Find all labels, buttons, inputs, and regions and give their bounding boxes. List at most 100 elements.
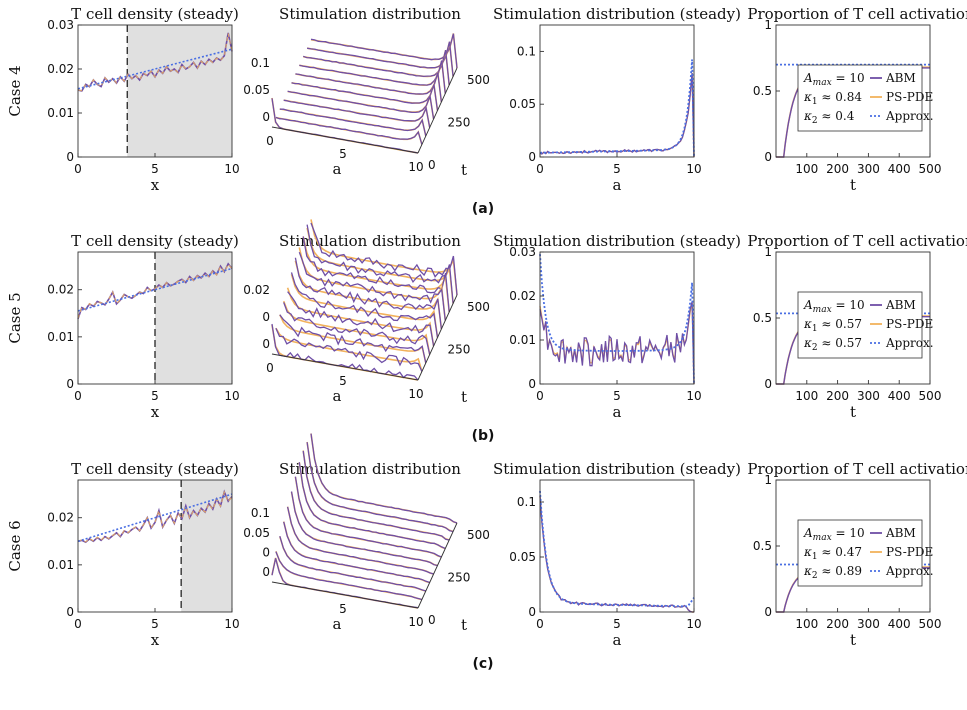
abm-slice [302,236,450,313]
density-ytick-label: 0.02 [47,62,74,76]
stim3d-xlabel: a [333,160,342,178]
abm-slice [298,251,446,321]
approx-density-line [77,267,233,312]
panel-row-2: Case 5 (b) T cell density (steady) 0 0.01 0.0… [6,219,967,444]
proportion-title: Proportion of T cell activation [747,5,967,23]
density-xtick-label: 0 [74,162,82,176]
case-label: Case 5 [6,292,24,343]
pspde-slice [279,314,427,364]
steady-ytick-label: 0.03 [509,245,536,259]
abm-slice [302,450,450,541]
legend-param-k2: κ2 ≈ 0.4 [803,109,855,126]
density-xtick-label: 10 [224,162,239,176]
legend-label: Approx. [885,336,934,350]
density-xtick-label: 10 [224,389,239,403]
abm-slice [279,536,426,592]
stim3d-t-axis [417,294,458,381]
subfigure-label: (c) [472,656,493,672]
density-title: T cell density (steady) [71,5,239,23]
pspde-slice [279,536,426,592]
density-xtick-label: 5 [151,389,159,403]
stim3d-ztick-label: 0 [262,310,270,324]
steady-xlabel: a [613,403,622,421]
pspde-steady-line [539,496,694,613]
proportion-ytick-label: 1 [764,245,772,259]
proportion-xtick-label: 500 [919,162,942,176]
steady-xlabel: a [613,631,622,649]
density-title: T cell density (steady) [71,232,239,250]
steady-xtick-label: 0 [536,617,544,631]
stim3d-ttick-label: 500 [467,528,490,542]
stim3d-ztick-label: 0.05 [243,83,270,97]
approx-steady-line [539,254,695,385]
stim3d-ttick-label: 0 [428,158,436,172]
steady-xtick-label: 0 [536,162,544,176]
activation-region [181,480,232,612]
stim3d-a-axis [271,353,419,381]
legend-param-amax: Amax = 10 [803,298,865,315]
density-panel: T cell density (steady) 0 0.01 0.02 0 5 10 x [47,460,239,649]
proportion-xtick-label: 200 [826,389,849,403]
density-xtick-label: 0 [74,617,82,631]
legend-label: PS-PDE [886,545,933,559]
abm-slice [294,257,443,330]
proportion-xlabel: t [850,631,856,649]
density-ytick-label: 0 [66,377,74,391]
abm-slice [290,491,438,567]
activation-region [127,25,232,157]
proportion-title: Proportion of T cell activation [747,232,967,250]
abm-slice [283,99,431,128]
approx-steady-line [539,59,695,158]
density-ytick-label: 0.02 [47,283,74,297]
pspde-steady-line [539,72,695,158]
abm-slice [294,476,442,558]
steady-stim-title: Stimulation distribution (steady) [493,460,741,478]
proportion-ytick-label: 0 [764,377,772,391]
proportion-ytick-label: 0.5 [753,539,772,553]
proportion-ytick-label: 0 [764,605,772,619]
legend-box [797,291,923,359]
proportion-ytick-label: 0.5 [753,84,772,98]
density-title: T cell density (steady) [71,460,239,478]
density-ytick-label: 0.03 [47,18,74,32]
density-ytick-label: 0.02 [47,511,74,525]
steady-ytick-label: 0 [528,150,536,164]
stim3d-ttick-label: 250 [448,571,471,585]
pspde-slice [310,433,458,524]
proportion-xtick-label: 100 [795,389,818,403]
density-xlabel: x [151,631,160,649]
abm-slice [306,41,454,77]
steady-stim-axes [539,24,695,158]
pspde-density-line [77,33,233,92]
density-panel: T cell density (steady) 0 0.01 0.02 0.03 0 5 10… [47,5,239,194]
stim3d-t-axis [417,522,458,609]
steady-ytick-label: 0.01 [509,333,536,347]
stim3d-ztick-label: 0.1 [251,56,270,70]
abm-slice [283,302,431,355]
proportion-panel: Proportion of T cell activation 0 0.5 1 100 2… [747,232,967,421]
abm-steady-line [539,495,694,613]
abm-steady-line [539,72,695,158]
stim3d-panel: Stimulation distribution 0 5 10 0 250 500 0 0.05… [243,5,490,179]
legend-label: Approx. [885,564,934,578]
abm-slice [306,442,454,533]
steady-stim-title: Stimulation distribution (steady) [493,5,741,23]
steady-ytick-label: 0.05 [509,550,536,564]
density-xtick-label: 10 [224,617,239,631]
stim3d-atick-label: 0 [266,361,274,375]
proportion-xtick-label: 500 [919,617,942,631]
abm-slice [295,72,443,103]
stim3d-a-axis [271,126,419,154]
steady-ytick-label: 0.05 [509,97,536,111]
panel-row-3: Case 6 (c) T cell density (steady) 0 0.01 0.0… [6,433,967,672]
legend-label: Approx. [885,109,934,123]
density-xtick-label: 5 [151,617,159,631]
stim3d-atick-label: 10 [408,615,423,629]
legend-box [797,64,923,132]
stim3d-atick-label: 5 [339,374,347,388]
steady-stim-panel: Stimulation distribution (steady) 0 0.05 0.… [493,5,741,194]
panel-row-1: Case 4 (a) T cell density (steady) 0 0.01 0.0… [6,5,967,217]
legend-param-k2: κ2 ≈ 0.89 [803,564,862,581]
steady-xtick-label: 10 [686,389,701,403]
abm-slice [279,108,427,137]
